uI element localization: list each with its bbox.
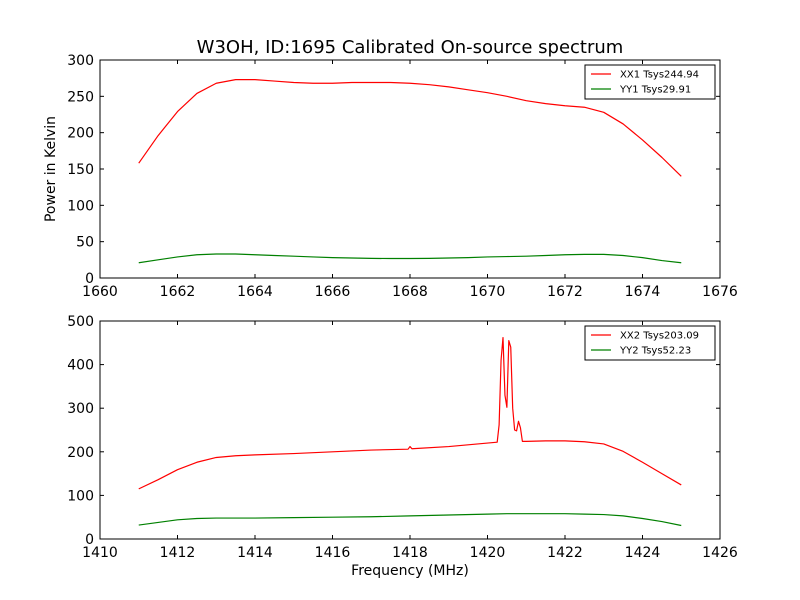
x-tick-label: 1672 — [547, 284, 583, 300]
x-tick-label: 1414 — [237, 545, 273, 561]
figure-title: W3OH, ID:1695 Calibrated On-source spect… — [197, 37, 624, 58]
top-plot-axes: 1660 1662 1664 1666 1668 1670 1672 1674 1676 0 50 1… — [43, 53, 738, 300]
legend-box — [584, 325, 716, 361]
legend: XX2 Tsys203.09 YY2 Tsys52.23 — [584, 325, 716, 361]
y-tick-label: 400 — [67, 358, 94, 374]
y-axis-label: Power in Kelvin — [43, 116, 59, 222]
y-tick-label: 0 — [85, 271, 94, 287]
x-tick-label: 1664 — [237, 284, 273, 300]
y-tick-label: 150 — [67, 162, 94, 178]
y-tick-label: 300 — [67, 53, 94, 69]
x-tick-label: 1410 — [82, 545, 118, 561]
series-lines — [138, 79, 682, 264]
y-tick-label: 0 — [85, 532, 94, 548]
y-tick-label: 500 — [67, 314, 94, 330]
x-tick-label: 1420 — [470, 545, 506, 561]
series-line-yy — [138, 253, 682, 264]
x-tick-label: 1422 — [547, 545, 583, 561]
y-tick-label: 250 — [67, 89, 94, 105]
y-tick-label: 200 — [67, 126, 94, 142]
x-tick-label: 1662 — [160, 284, 196, 300]
x-tick-label: 1424 — [625, 545, 661, 561]
y-tick-label: 100 — [67, 198, 94, 214]
y-tick-label: 50 — [76, 235, 94, 251]
legend-label: YY1 Tsys29.91 — [619, 85, 691, 96]
x-tick-label: 1674 — [625, 284, 661, 300]
x-tick-label: 1668 — [392, 284, 428, 300]
legend-label: XX2 Tsys203.09 — [620, 331, 699, 342]
y-tick-label: 300 — [67, 401, 94, 417]
x-tick-label: 1412 — [160, 545, 196, 561]
x-axis-label: Frequency (MHz) — [351, 563, 469, 579]
series-line-xx — [138, 336, 682, 490]
legend-label: XX1 Tsys244.94 — [620, 70, 699, 81]
x-tick-label: 1416 — [315, 545, 351, 561]
x-tick-label: 1666 — [315, 284, 351, 300]
x-tick-label: 1426 — [702, 545, 738, 561]
x-tick-label: 1660 — [82, 284, 118, 300]
x-tick-label: 1676 — [702, 284, 738, 300]
x-tick-label: 1670 — [470, 284, 506, 300]
series-lines — [138, 336, 682, 527]
legend-box — [584, 64, 716, 100]
y-tick-label: 100 — [67, 488, 94, 504]
bottom-plot-axes: 1410 1412 1414 1416 1418 1420 1422 1424 1426 0 100… — [67, 314, 738, 579]
series-line-xx — [138, 79, 682, 177]
series-line-yy — [138, 513, 682, 527]
y-tick-label: 200 — [67, 445, 94, 461]
legend-label: YY2 Tsys52.23 — [619, 346, 691, 357]
legend: XX1 Tsys244.94 YY1 Tsys29.91 — [584, 64, 716, 100]
x-tick-label: 1418 — [392, 545, 428, 561]
